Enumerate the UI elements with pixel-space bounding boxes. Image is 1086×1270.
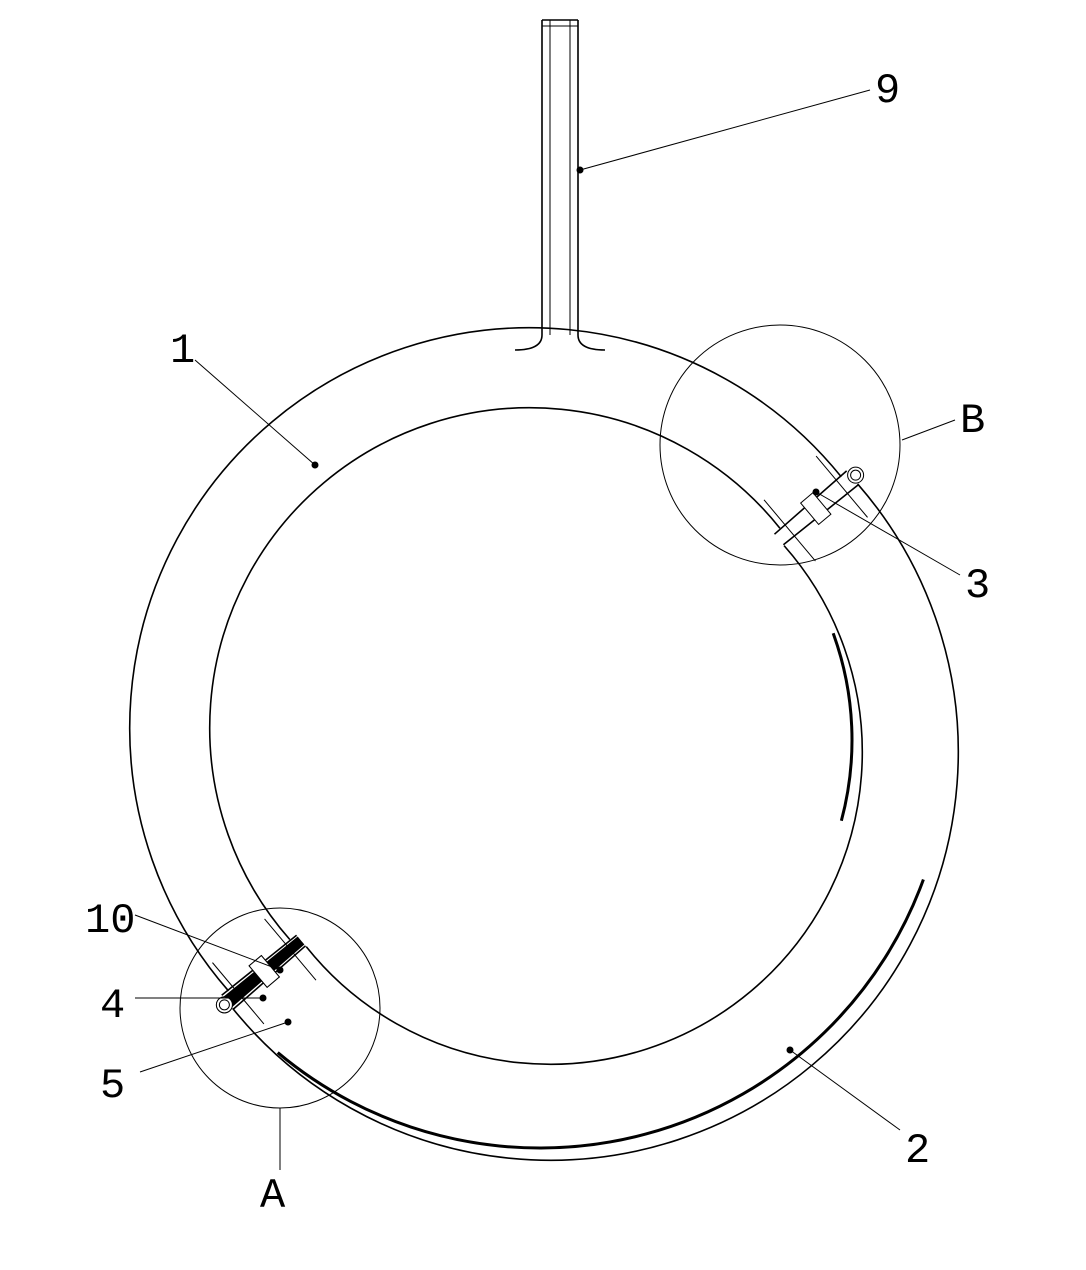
leader-one-dot [312,462,319,469]
leader-nine [580,90,870,170]
upper-ring-outer [130,328,841,991]
diagram-stage: 9 1 B 3 10 4 5 A 2 [0,0,1086,1270]
leader-ten-dot [277,967,284,974]
lower-ring-outer [233,484,959,1160]
lower-ring-outer-bold [278,880,924,1148]
leader-B [902,420,955,440]
joint-b-bolt [851,470,861,480]
leader-one [195,360,315,465]
leader-four-dot [260,995,267,1002]
leader-three [816,492,960,575]
label-three: 3 [965,565,990,607]
label-A: A [260,1175,285,1217]
leader-three-dot [813,489,820,496]
leader-nine-dot [577,167,584,174]
leader-two-dot [787,1047,794,1054]
leader-ten [135,915,280,970]
leader-five [140,1022,288,1072]
label-one: 1 [170,330,195,372]
label-B: B [960,400,985,442]
label-ten: 10 [85,900,135,942]
leader-five-dot [285,1019,292,1026]
lower-ring-inner [306,546,862,1065]
figure-svg [0,0,1086,1270]
upper-ring-inner [210,408,780,940]
leader-two [790,1050,900,1130]
label-two: 2 [905,1130,930,1172]
label-four: 4 [100,985,125,1027]
label-five: 5 [100,1065,125,1107]
label-nine: 9 [875,70,900,112]
handle-outline [515,20,605,350]
